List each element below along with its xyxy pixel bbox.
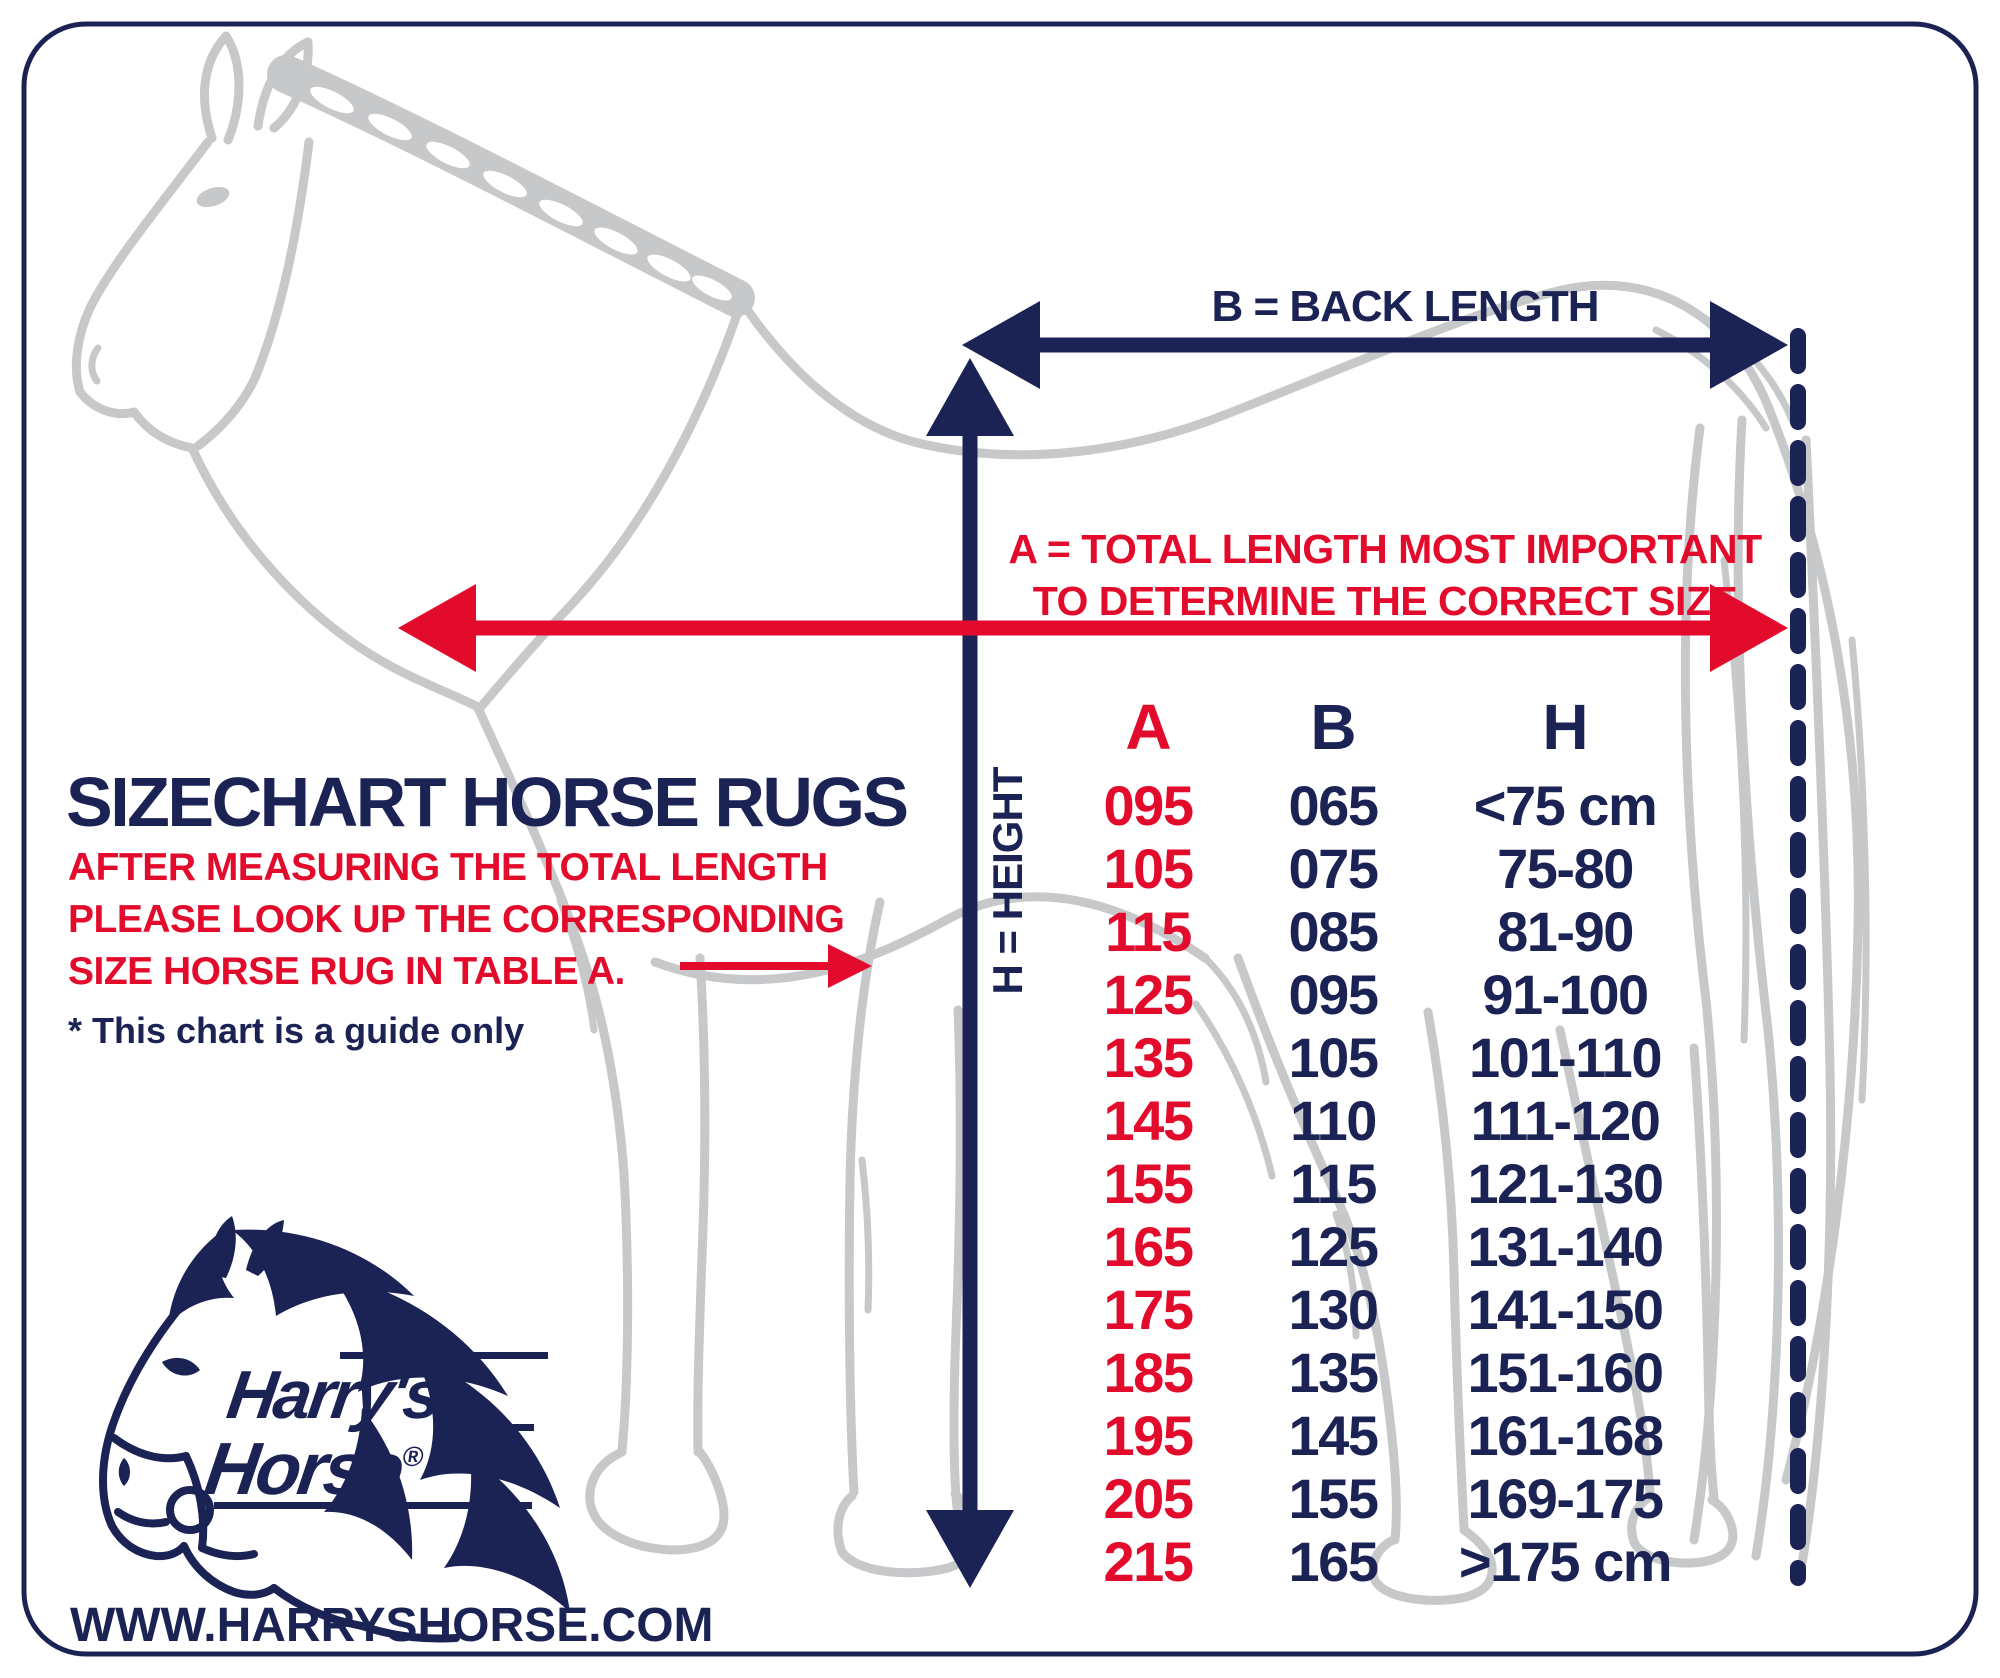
instructions: AFTER MEASURING THE TOTAL LENGTH PLEASE …	[68, 842, 845, 998]
table-cell: 095	[1103, 774, 1194, 837]
table-row: 155 115 121-130	[1023, 1152, 1737, 1215]
table-row: 195 145 161-168	[1023, 1404, 1737, 1467]
table-cell: 81-90	[1497, 900, 1634, 963]
table-cell: 169-175	[1467, 1467, 1664, 1530]
table-cell: 161-168	[1467, 1404, 1664, 1467]
table-row: 105 075 75-80	[1023, 837, 1737, 900]
horse-outline	[71, 31, 1870, 1605]
logo-rule-bottom	[214, 1502, 532, 1509]
table-cell: 075	[1288, 837, 1379, 900]
column-header-h: H	[1542, 691, 1588, 763]
size-table-body: 095 065 <75 cm 105 075 75-80 115 085 81-90 125 095…	[1023, 774, 1737, 1593]
registered-mark: ®	[400, 1441, 426, 1472]
table-row: 205 155 169-175	[1023, 1467, 1737, 1530]
total-length-label-line1: A = TOTAL LENGTH MOST IMPORTANT	[1008, 526, 1762, 572]
table-cell: 135	[1103, 1026, 1194, 1089]
logo-rule-mid	[440, 1424, 534, 1431]
back-length-label: B = BACK LENGTH	[1211, 282, 1599, 331]
table-cell: 75-80	[1497, 837, 1634, 900]
back-length-arrow	[962, 301, 1788, 389]
table-cell: 145	[1103, 1089, 1194, 1152]
logo-rule-top	[340, 1352, 548, 1359]
table-cell: 205	[1103, 1467, 1194, 1530]
table-row: 135 105 101-110	[1023, 1026, 1737, 1089]
instruction-line: AFTER MEASURING THE TOTAL LENGTH	[68, 846, 828, 889]
table-row: 125 095 91-100	[1023, 963, 1737, 1026]
brand-logo-horse-head	[99, 1216, 570, 1643]
table-cell: 135	[1288, 1341, 1379, 1404]
table-cell: 125	[1103, 963, 1194, 1026]
table-cell: 155	[1103, 1152, 1194, 1215]
table-cell: 085	[1288, 900, 1379, 963]
table-row: 095 065 <75 cm	[1023, 774, 1737, 837]
table-cell: >175 cm	[1458, 1530, 1673, 1593]
table-cell: 111-120	[1470, 1089, 1661, 1152]
table-cell: 105	[1288, 1026, 1379, 1089]
table-cell: 165	[1103, 1215, 1194, 1278]
table-cell: 141-150	[1467, 1278, 1664, 1341]
table-row: 185 135 151-160	[1023, 1341, 1737, 1404]
size-table-header: A B H	[1023, 692, 1737, 762]
table-cell: 185	[1103, 1341, 1194, 1404]
table-cell: 065	[1288, 774, 1379, 837]
table-cell: 165	[1288, 1530, 1379, 1593]
guide-note: * This chart is a guide only	[68, 1010, 525, 1051]
table-cell: 105	[1103, 837, 1194, 900]
instruction-line: PLEASE LOOK UP THE CORRESPONDING	[68, 898, 845, 941]
table-cell: 155	[1288, 1467, 1379, 1530]
page-border	[21, 21, 1979, 1657]
height-arrow	[926, 358, 1014, 1588]
table-row: 115 085 81-90	[1023, 900, 1737, 963]
table-cell: 175	[1103, 1278, 1194, 1341]
instruction-line: SIZE HORSE RUG IN TABLE A.	[68, 950, 625, 993]
total-length-label: A = TOTAL LENGTH MOST IMPORTANT TO DETER…	[1008, 523, 1762, 627]
size-table: A B H 095 065 <75 cm 105 075 75-80 115 085 81-90…	[1023, 692, 1737, 1593]
table-cell: <75 cm	[1473, 774, 1658, 837]
table-cell: 131-140	[1467, 1215, 1664, 1278]
table-cell: 215	[1103, 1530, 1194, 1593]
brand-name-line2: Horse®	[200, 1426, 427, 1511]
page-title: SIZECHART HORSE RUGS	[66, 763, 909, 841]
table-cell: 130	[1288, 1278, 1379, 1341]
table-cell: 91-100	[1482, 963, 1649, 1026]
table-cell: 110	[1290, 1089, 1377, 1152]
table-row: 145 110 111-120	[1023, 1089, 1737, 1152]
table-cell: 115	[1290, 1152, 1377, 1215]
table-cell: 125	[1288, 1215, 1379, 1278]
table-cell: 195	[1103, 1404, 1194, 1467]
table-cell: 115	[1105, 900, 1192, 963]
table-cell: 101-110	[1469, 1026, 1662, 1089]
column-header-a: A	[1125, 691, 1171, 763]
column-header-b: B	[1310, 691, 1356, 763]
table-cell: 145	[1288, 1404, 1379, 1467]
table-cell: 121-130	[1467, 1152, 1664, 1215]
table-pointer-arrow	[680, 944, 872, 988]
total-length-label-line2: TO DETERMINE THE CORRECT SIZE	[1032, 578, 1738, 624]
table-row: 215 165 >175 cm	[1023, 1530, 1737, 1593]
brand-name-text: Horse	[200, 1427, 407, 1510]
table-row: 175 130 141-150	[1023, 1278, 1737, 1341]
table-cell: 151-160	[1467, 1341, 1664, 1404]
total-length-arrow	[398, 584, 1788, 672]
website-url: WWW.HARRYSHORSE.COM	[70, 1599, 714, 1652]
table-cell: 095	[1288, 963, 1379, 1026]
table-row: 165 125 131-140	[1023, 1215, 1737, 1278]
brand-name-line1: Harry's	[222, 1357, 445, 1433]
